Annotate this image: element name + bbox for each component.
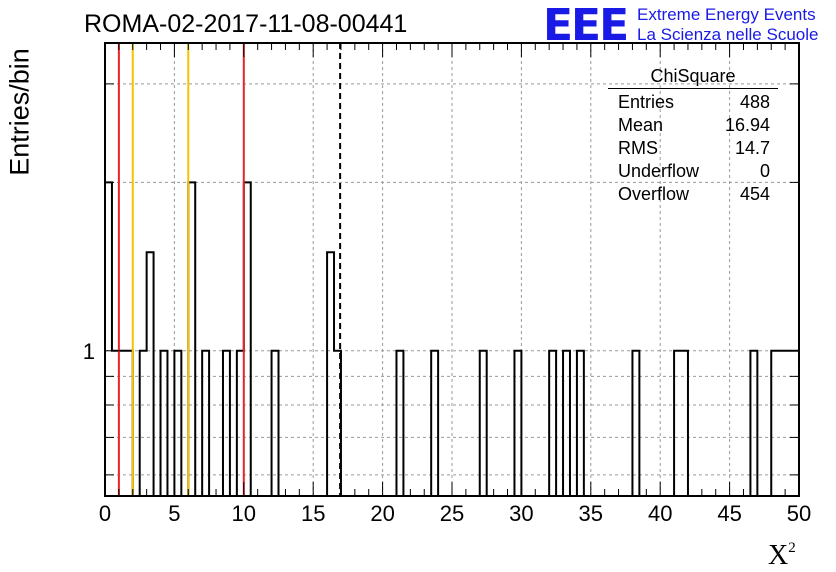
x-tick-label: 50: [787, 501, 811, 526]
x-tick-label: 45: [717, 501, 741, 526]
histogram-bin: [237, 351, 244, 496]
histogram-bin: [632, 351, 639, 496]
stats-row-rms: RMS 14.7: [608, 137, 778, 160]
stats-title: ChiSquare: [608, 66, 778, 89]
histogram-bin: [674, 351, 681, 496]
reference-lines: [117, 43, 342, 496]
stats-value: 488: [739, 92, 770, 112]
histogram-bin: [147, 252, 154, 496]
histogram-bin: [244, 182, 251, 496]
stats-value: 14.7: [734, 138, 770, 158]
histogram-bin: [126, 351, 133, 496]
x-axis-label-superscript: 2: [788, 540, 796, 556]
axes: 0 5 10 15 20 25 30 35 40 45 50 1: [83, 42, 811, 526]
y-tick-label: 1: [83, 339, 95, 364]
stats-value: 16.94: [724, 115, 770, 135]
histogram-bin: [188, 182, 195, 496]
histogram-bin: [105, 182, 112, 496]
histogram-bin: [771, 351, 778, 496]
histogram-bin: [431, 351, 438, 496]
histogram-bin: [112, 351, 119, 496]
histogram-bin: [514, 351, 521, 496]
histogram-bin: [577, 351, 584, 496]
histogram-bin: [549, 351, 556, 496]
histogram-bin: [223, 351, 230, 496]
eee-logo-text: Extreme Energy Events La Scienza nelle S…: [637, 5, 818, 45]
histogram-bin: [778, 351, 785, 496]
stats-label: Mean: [618, 115, 664, 135]
histogram-bin: [681, 351, 688, 496]
stats-value: 0: [759, 161, 770, 181]
x-axis-label: X2: [768, 540, 796, 572]
x-tick-label: 5: [168, 501, 180, 526]
histogram-bin: [792, 351, 799, 496]
stats-label: Entries: [618, 92, 675, 112]
histogram-bin: [750, 351, 757, 496]
histogram-bin: [140, 351, 147, 496]
stats-box: ChiSquare Entries 488 Mean 16.94 RMS 14.7 U…: [608, 66, 778, 206]
histogram-bin: [396, 351, 403, 496]
histogram-bin: [174, 351, 181, 496]
stats-label: Underflow: [618, 161, 700, 181]
logo-line-2: La Scienza nelle Scuole: [637, 25, 819, 44]
x-axis-label-main: X: [768, 540, 789, 571]
x-tick-label: 0: [99, 501, 111, 526]
x-tick-label: 20: [370, 501, 394, 526]
histogram-bin: [202, 351, 209, 496]
x-tick-label: 10: [232, 501, 256, 526]
logo-line-1: Extreme Energy Events: [637, 5, 816, 24]
histogram-bin: [161, 351, 168, 496]
stats-row-entries: Entries 488: [608, 91, 778, 114]
stats-row-overflow: Overflow 454: [608, 183, 778, 206]
stats-label: RMS: [618, 138, 658, 158]
histogram-bin: [272, 351, 279, 496]
histogram-bin: [119, 351, 126, 496]
stats-row-mean: Mean 16.94: [608, 114, 778, 137]
y-axis-label: Entries/bin: [4, 48, 35, 176]
stats-value: 454: [739, 184, 770, 204]
histogram-bin: [785, 351, 792, 496]
x-tick-label: 25: [440, 501, 464, 526]
x-tick-label: 30: [509, 501, 533, 526]
eee-logo-mark: EEE: [543, 0, 629, 51]
x-tick-label: 40: [648, 501, 672, 526]
histogram-bin: [327, 252, 334, 496]
stats-row-underflow: Underflow 0: [608, 160, 778, 183]
stats-label: Overflow: [618, 184, 690, 204]
histogram-bin: [480, 351, 487, 496]
chart-title: ROMA-02-2017-11-08-00441: [84, 10, 408, 38]
x-tick-label: 35: [579, 501, 603, 526]
histogram-bin: [563, 351, 570, 496]
x-tick-label: 15: [301, 501, 325, 526]
